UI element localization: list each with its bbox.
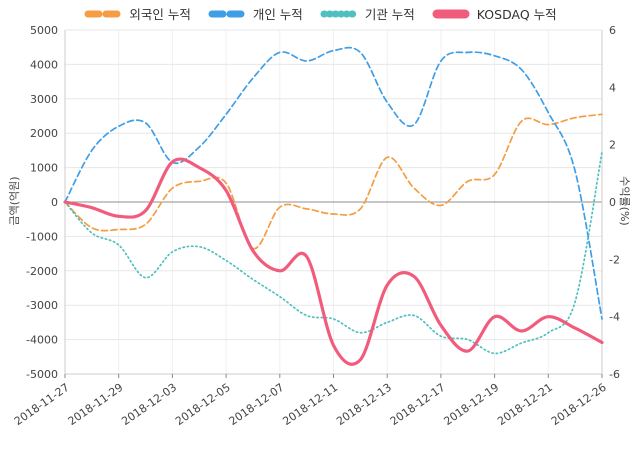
left-tick-label: -3000 (26, 299, 58, 312)
legend-item-foreign: 외국인 누적 (83, 4, 191, 23)
x-tick-label: 2018-11-29 (66, 381, 126, 428)
series-foreign (64, 113, 603, 250)
right-tick-label: -4 (609, 311, 620, 324)
x-tick-label: 2018-12-07 (227, 381, 287, 428)
x-tick-label: 2018-12-21 (495, 381, 555, 428)
x-tick-label: 2018-12-03 (119, 381, 179, 428)
x-tick-label: 2018-11-27 (12, 381, 72, 428)
x-tick-label: 2018-12-26 (549, 381, 609, 428)
legend-label: KOSDAQ 누적 (476, 7, 557, 22)
legend-item-individual: 개인 누적 (207, 4, 303, 23)
left-tick-label: -5000 (26, 368, 58, 381)
series-kosdaq (63, 157, 604, 366)
left-tick-label: -1000 (26, 230, 58, 243)
x-tick-label: 2018-12-17 (388, 381, 448, 428)
legend-swatch-solid-icon (432, 9, 470, 18)
series-individual (64, 46, 603, 320)
x-tick-label: 2018-12-11 (280, 381, 340, 428)
x-tick-label: 2018-12-05 (173, 381, 233, 428)
legend-label: 개인 누적 (252, 7, 303, 22)
right-tick-label: -6 (609, 368, 620, 381)
left-tick-label: 1000 (30, 162, 58, 175)
right-tick-label: -2 (609, 253, 620, 266)
legend-swatch-dotted-icon (320, 10, 358, 17)
x-tick-label: 2018-12-13 (334, 381, 394, 428)
legend-swatch-dashed-icon (208, 10, 246, 17)
right-tick-label: 6 (609, 24, 616, 37)
x-tick-label: 2018-12-19 (441, 381, 501, 428)
legend-label: 기관 누적 (364, 7, 415, 22)
series-institution (64, 151, 603, 355)
left-tick-label: -2000 (26, 265, 58, 278)
left-tick-label: 0 (51, 196, 58, 209)
right-tick-label: 0 (609, 196, 616, 209)
left-tick-label: 3000 (30, 93, 58, 106)
legend-label: 외국인 누적 (129, 7, 191, 22)
left-tick-label: 2000 (30, 127, 58, 140)
legend-swatch-dashed-icon (84, 10, 122, 17)
right-tick-label: 4 (609, 81, 616, 94)
right-tick-label: 2 (609, 139, 616, 152)
chart-legend: 외국인 누적 개인 누적 기관 누적 KOSDAQ 누적 (0, 4, 640, 23)
left-tick-label: 4000 (30, 58, 58, 71)
legend-item-kosdaq: KOSDAQ 누적 (431, 4, 557, 23)
legend-item-institution: 기관 누적 (319, 4, 415, 23)
left-tick-label: 5000 (30, 24, 58, 37)
left-tick-label: -4000 (26, 334, 58, 347)
